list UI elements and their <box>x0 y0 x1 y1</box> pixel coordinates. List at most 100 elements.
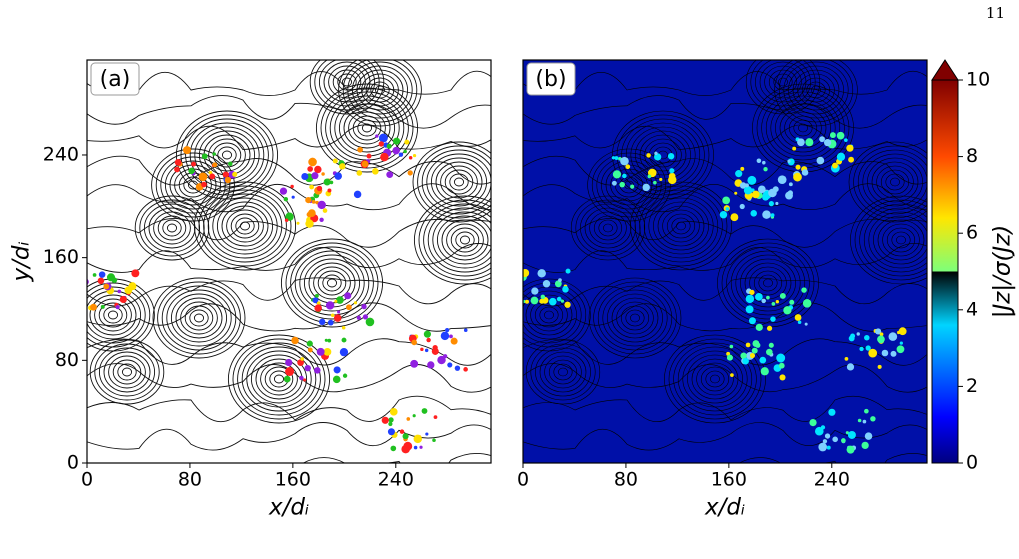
current-sheet <box>888 332 898 341</box>
current-sheet <box>620 156 629 166</box>
current-sheet <box>297 359 304 366</box>
current-sheet <box>789 299 795 305</box>
current-sheet <box>314 304 322 312</box>
current-sheet <box>356 315 361 320</box>
current-sheet <box>174 159 182 166</box>
current-sheet <box>864 432 873 440</box>
streamline <box>854 199 927 281</box>
current-sheet <box>719 210 728 219</box>
streamline <box>639 134 687 176</box>
streamline <box>890 177 900 187</box>
current-sheet <box>647 174 652 179</box>
current-sheet <box>848 156 855 163</box>
streamline <box>886 227 916 253</box>
colorbar-tick-label: 0 <box>966 452 978 474</box>
current-sheet <box>832 436 838 443</box>
streamline <box>87 302 491 332</box>
current-sheet <box>749 352 756 359</box>
streamline <box>418 199 491 281</box>
current-sheet <box>768 188 777 198</box>
current-sheet <box>117 289 122 294</box>
current-sheet <box>437 355 446 365</box>
colorbar-label: |Jz|/σ(Jz) <box>990 225 1016 318</box>
streamline <box>221 150 233 160</box>
current-sheet <box>864 334 870 341</box>
current-sheet <box>425 432 429 436</box>
current-sheet <box>622 173 627 179</box>
streamline <box>189 122 265 188</box>
streamline <box>673 342 757 416</box>
current-sheet <box>881 349 889 357</box>
current-sheet <box>332 158 338 164</box>
current-sheet <box>654 151 658 156</box>
streamline <box>534 302 564 328</box>
current-sheet <box>749 289 755 295</box>
streamline <box>166 223 178 233</box>
streamline <box>639 189 723 263</box>
streamline <box>108 355 146 389</box>
streamline <box>523 290 577 340</box>
streamline <box>430 157 488 207</box>
streamline <box>87 286 146 344</box>
current-sheet <box>668 175 677 185</box>
x-tick-label: 0 <box>517 469 529 491</box>
current-sheet <box>562 286 569 293</box>
current-sheet <box>119 295 127 304</box>
current-sheet <box>131 269 140 278</box>
streamline <box>768 69 798 95</box>
current-sheet <box>743 186 753 195</box>
streamline <box>157 281 241 355</box>
streamline <box>607 293 663 343</box>
current-sheet <box>739 182 747 189</box>
streamline <box>453 177 465 187</box>
streamline <box>648 197 714 255</box>
streamline <box>435 161 483 203</box>
current-sheet <box>801 287 807 293</box>
streamline <box>164 160 222 210</box>
streamline <box>588 277 682 359</box>
current-sheet <box>90 303 97 311</box>
streamline <box>260 362 298 396</box>
current-sheet <box>564 301 571 308</box>
current-sheet <box>392 146 400 155</box>
current-sheet <box>454 365 461 371</box>
current-sheet <box>344 292 352 300</box>
current-sheet <box>366 153 372 159</box>
streamline <box>450 227 480 253</box>
current-sheet <box>412 153 417 158</box>
streamline <box>666 213 696 239</box>
streamline <box>235 217 255 235</box>
colorbar-tick-label: 8 <box>966 145 978 167</box>
current-sheet <box>403 149 407 154</box>
current-sheet <box>726 354 733 361</box>
streamline <box>873 215 927 265</box>
streamline <box>143 203 201 253</box>
current-sheet <box>317 200 326 210</box>
current-sheet <box>100 304 105 309</box>
streamline <box>676 221 686 231</box>
y-tick-label: 80 <box>55 349 79 371</box>
current-sheet <box>877 335 885 344</box>
current-sheet <box>783 306 792 315</box>
current-sheet <box>646 153 651 158</box>
streamline <box>280 238 384 328</box>
streamline <box>539 306 559 324</box>
current-sheet <box>232 171 238 177</box>
current-sheet <box>899 341 903 345</box>
current-sheet <box>290 184 294 189</box>
streamline <box>273 374 285 384</box>
current-sheet <box>735 170 743 178</box>
current-sheet <box>341 337 347 343</box>
current-sheet <box>795 164 801 170</box>
current-sheet <box>864 408 869 414</box>
current-sheet <box>92 273 97 277</box>
x-tick-label: 80 <box>178 469 202 491</box>
current-sheet <box>537 269 546 278</box>
current-sheet <box>365 317 375 327</box>
streamline <box>797 73 835 107</box>
current-sheet <box>822 439 828 444</box>
current-sheet <box>410 359 419 368</box>
current-sheet <box>307 166 314 172</box>
streamline <box>203 189 287 263</box>
current-sheet <box>766 325 773 331</box>
